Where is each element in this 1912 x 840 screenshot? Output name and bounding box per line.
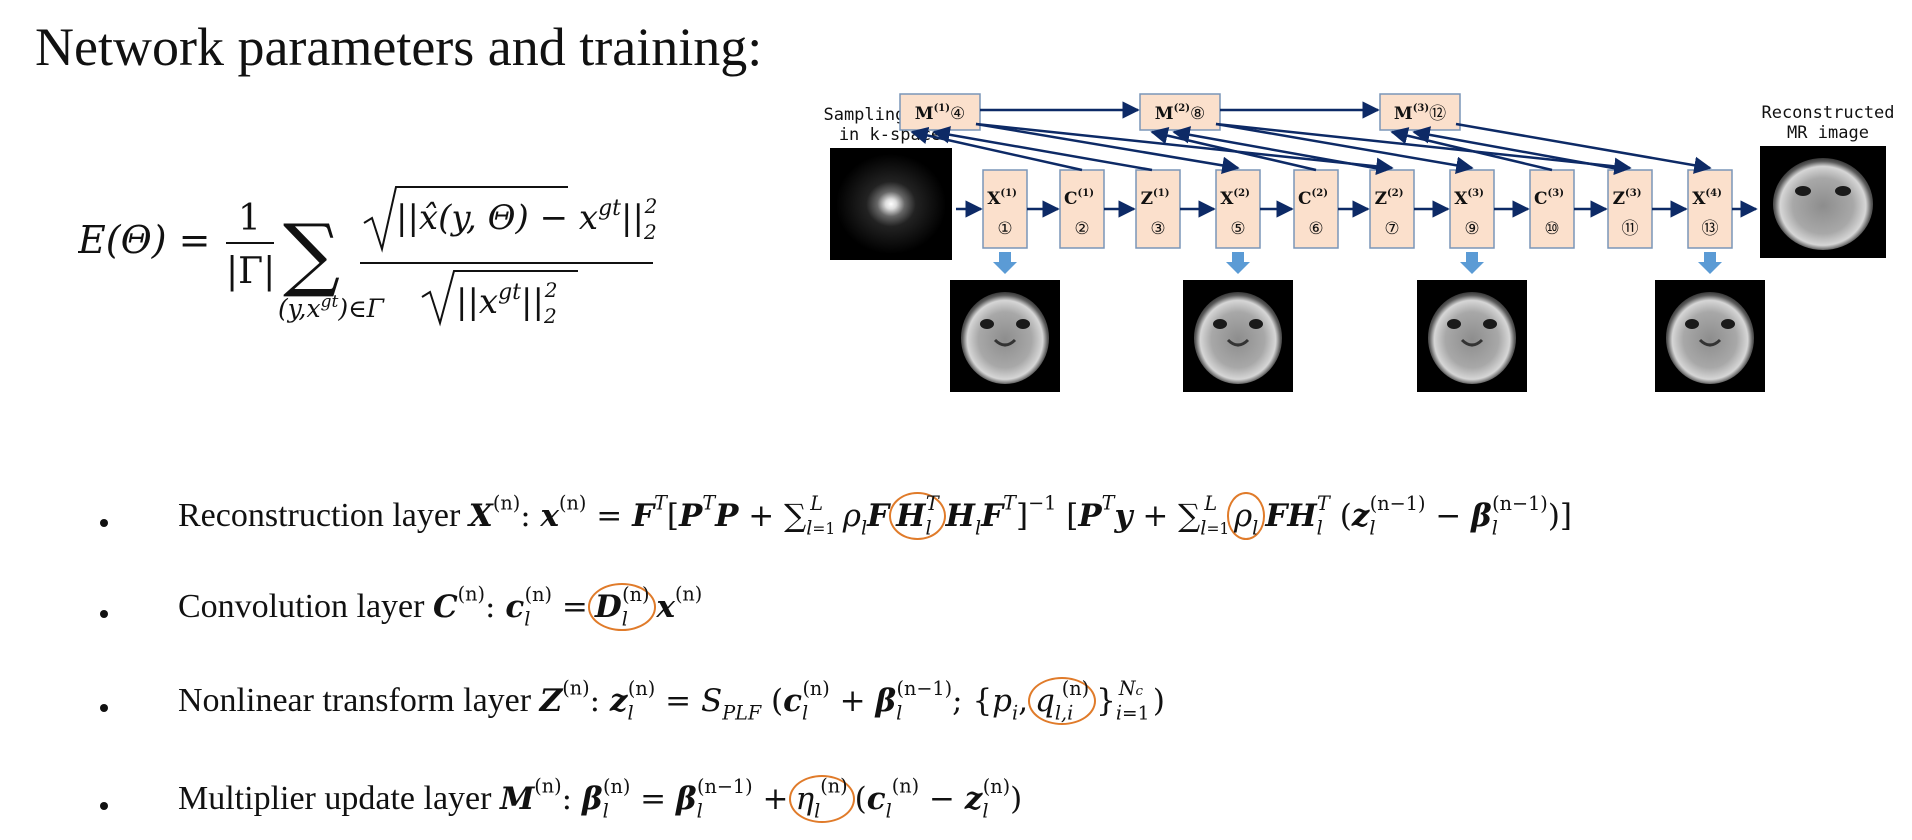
svg-text:⑤: ⑤ xyxy=(1230,219,1245,239)
stage-box-z-6: Z(2) ⑦ xyxy=(1369,169,1415,249)
bullet-dot xyxy=(100,802,108,810)
layer-symbol: Z xyxy=(539,683,563,719)
svg-text:C(2): C(2) xyxy=(1298,188,1328,209)
flow-arrow xyxy=(1215,122,1474,174)
svg-text:M(1)④: M(1)④ xyxy=(915,103,966,124)
bullet-dot xyxy=(100,704,108,712)
multiplier-box-3: M(3)⑫ xyxy=(1379,93,1461,131)
down-arrow-icon xyxy=(1698,252,1722,274)
intermediate-output-1 xyxy=(950,252,1060,392)
output-mr-image xyxy=(1760,146,1886,258)
energy-den: ||xgt||22 xyxy=(456,278,557,328)
svg-text:②: ② xyxy=(1074,219,1089,239)
intermediate-output-2 xyxy=(1183,252,1293,392)
svg-text:M(3)⑫: M(3)⑫ xyxy=(1394,103,1446,124)
svg-text:⑦: ⑦ xyxy=(1384,219,1399,239)
slide-title: Network parameters and training: xyxy=(35,17,763,77)
flow-arrow xyxy=(932,126,1153,172)
energy-frac-den: |Γ| xyxy=(226,251,275,292)
layer-name: Reconstruction layer xyxy=(178,497,461,534)
layer-sup: (n) xyxy=(562,676,590,700)
svg-text:X(2): X(2) xyxy=(1220,188,1250,209)
svg-text:X(4): X(4) xyxy=(1692,188,1722,209)
highlight-circle: ql,i(n) xyxy=(1028,677,1097,725)
svg-text:Z(1): Z(1) xyxy=(1141,188,1170,209)
layer-sup: (n) xyxy=(534,774,562,798)
intermediate-output-4 xyxy=(1655,252,1765,392)
stage-box-x-10: X(4) ⑬ xyxy=(1687,169,1733,249)
down-arrow-icon xyxy=(1226,252,1250,274)
svg-text:⑪: ⑪ xyxy=(1622,219,1639,239)
sum-sign: ∑ xyxy=(283,207,340,300)
energy-equation: E(Θ) = 1 |Γ| ∑ (y,xgt)∈Γ ||x̂(y, Θ) − xg… xyxy=(78,186,657,328)
svg-text:Z(3): Z(3) xyxy=(1613,188,1642,209)
svg-text:C(3): C(3) xyxy=(1534,188,1564,209)
stage-box-x-4: X(2) ⑤ xyxy=(1215,169,1261,249)
energy-num: ||x̂(y, Θ) − xgt||22 xyxy=(396,194,657,244)
energy-lhs: E(Θ) = xyxy=(78,218,210,262)
flow-arrow xyxy=(975,122,1394,176)
output-label-1: Reconstructed xyxy=(1761,103,1894,123)
bullet-dot xyxy=(100,610,108,618)
stage-box-c-2: C(1) ② xyxy=(1059,169,1105,249)
stage-box-x-1: X(1) ① xyxy=(982,169,1028,249)
layer-name: Multiplier update layer xyxy=(178,780,492,817)
highlight-circle: Dl(n) xyxy=(587,583,657,631)
kspace-image xyxy=(830,148,952,260)
svg-text:X(3): X(3) xyxy=(1454,188,1484,209)
highlight-circle: HlT xyxy=(889,492,946,540)
layer-sup: (n) xyxy=(492,491,521,515)
flow-arrow xyxy=(1215,122,1632,176)
svg-text:⑥: ⑥ xyxy=(1308,219,1323,239)
layer-name: Convolution layer xyxy=(178,588,425,625)
svg-text:X(1): X(1) xyxy=(987,188,1017,209)
svg-text:Z(2): Z(2) xyxy=(1375,188,1404,209)
stage-box-z-3: Z(1) ③ xyxy=(1135,169,1181,249)
den-radical xyxy=(421,270,578,327)
highlight-circle: ηl(n) xyxy=(788,775,855,823)
stage-box-c-5: C(2) ⑥ xyxy=(1293,169,1339,249)
svg-text:⑨: ⑨ xyxy=(1464,219,1479,239)
layer-symbol: C xyxy=(432,589,458,625)
layer-sup: (n) xyxy=(457,582,486,606)
highlight-circle: ρl xyxy=(1226,492,1266,540)
svg-text:C(1): C(1) xyxy=(1064,188,1094,209)
output-label-2: MR image xyxy=(1787,123,1869,143)
flow-arrow xyxy=(1455,122,1712,174)
svg-text:①: ① xyxy=(997,219,1012,239)
admm-net-diagram: Sampling data in k-space Reconstructed M… xyxy=(823,93,1895,392)
svg-text:③: ③ xyxy=(1150,219,1165,239)
bullet-dot xyxy=(100,519,108,527)
energy-frac-num: 1 xyxy=(238,198,261,239)
layer-symbol: M xyxy=(499,781,535,817)
multiplier-box-2: M(2)⑧ xyxy=(1139,93,1221,131)
stage-box-c-8: C(3) ⑩ xyxy=(1529,169,1575,249)
layer-symbol: X xyxy=(468,498,493,534)
down-arrow-icon xyxy=(1460,252,1484,274)
flow-arrow xyxy=(975,122,1240,175)
num-radical xyxy=(363,186,568,253)
svg-text:M(2)⑧: M(2)⑧ xyxy=(1155,103,1206,124)
down-arrow-icon xyxy=(993,252,1017,274)
intermediate-output-3 xyxy=(1417,252,1527,392)
stage-box-z-9: Z(3) ⑪ xyxy=(1607,169,1653,249)
multiplier-box-1: M(1)④ xyxy=(899,93,981,131)
layer-name: Nonlinear transform layer xyxy=(178,682,532,719)
sum-under: (y,xgt)∈Γ xyxy=(278,292,386,323)
svg-text:⑩: ⑩ xyxy=(1544,219,1559,239)
svg-text:⑬: ⑬ xyxy=(1702,219,1719,239)
stage-box-x-7: X(3) ⑨ xyxy=(1449,169,1495,249)
